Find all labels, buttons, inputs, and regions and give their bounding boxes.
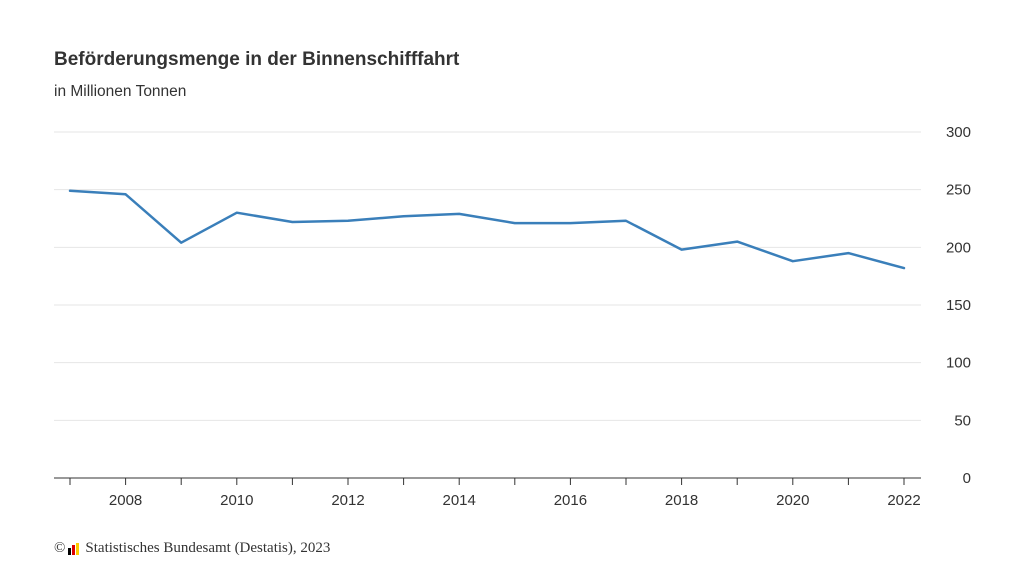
y-tick-label: 0 bbox=[963, 470, 971, 487]
y-tick-label: 250 bbox=[946, 182, 971, 199]
destatis-logo-icon bbox=[68, 542, 80, 555]
y-tick-label: 150 bbox=[946, 297, 971, 314]
y-axis: 0 50 100 150 200 250 300 bbox=[946, 124, 971, 487]
series-layer bbox=[68, 189, 906, 270]
chart-subtitle: in Millionen Tonnen bbox=[54, 83, 187, 100]
x-tick-label: 2016 bbox=[554, 492, 587, 509]
x-tick-label: 2020 bbox=[776, 492, 809, 509]
y-tick-label: 50 bbox=[954, 412, 971, 429]
x-tick-label: 2014 bbox=[443, 492, 476, 509]
x-axis bbox=[54, 477, 921, 485]
y-tick-label: 300 bbox=[946, 124, 971, 141]
x-tick-label: 2018 bbox=[665, 492, 698, 509]
x-axis-labels: 2008 2010 2012 2014 2016 2018 2020 2022 bbox=[109, 492, 921, 509]
copyright-icon: © bbox=[54, 540, 66, 556]
x-tick-label: 2012 bbox=[331, 492, 364, 509]
chart-title: Beförderungsmenge in der Binnenschifffah… bbox=[54, 49, 460, 70]
x-tick-label: 2008 bbox=[109, 492, 142, 509]
series-line bbox=[68, 189, 906, 270]
gridlines bbox=[54, 131, 921, 421]
source-note: © Statistisches Bundesamt (Destatis), 20… bbox=[54, 540, 330, 557]
source-text: Statistisches Bundesamt (Destatis), 2023 bbox=[85, 540, 331, 556]
x-tick-label: 2022 bbox=[887, 492, 920, 509]
y-tick-label: 100 bbox=[946, 355, 971, 372]
y-tick-label: 200 bbox=[946, 239, 971, 256]
x-tick-label: 2010 bbox=[220, 492, 253, 509]
